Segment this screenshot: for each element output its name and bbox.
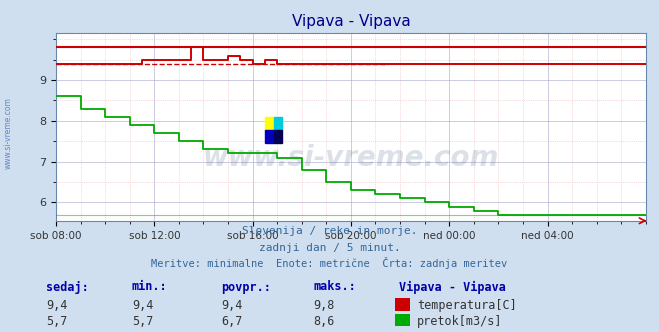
Text: maks.:: maks.: xyxy=(313,281,356,293)
Text: Meritve: minimalne  Enote: metrične  Črta: zadnja meritev: Meritve: minimalne Enote: metrične Črta:… xyxy=(152,257,507,269)
Text: 9,4: 9,4 xyxy=(46,299,67,312)
Title: Vipava - Vipava: Vipava - Vipava xyxy=(291,14,411,29)
Text: 8,6: 8,6 xyxy=(313,315,334,328)
Bar xyxy=(265,130,273,143)
Text: 5,7: 5,7 xyxy=(132,315,153,328)
Text: sedaj:: sedaj: xyxy=(46,281,89,293)
Text: Vipava - Vipava: Vipava - Vipava xyxy=(399,281,505,293)
Text: 6,7: 6,7 xyxy=(221,315,242,328)
Bar xyxy=(273,117,282,130)
Text: min.:: min.: xyxy=(132,281,167,293)
Text: www.si-vreme.com: www.si-vreme.com xyxy=(3,97,13,169)
Bar xyxy=(273,130,282,143)
Text: pretok[m3/s]: pretok[m3/s] xyxy=(417,315,503,328)
Bar xyxy=(265,117,273,130)
Text: 9,4: 9,4 xyxy=(132,299,153,312)
Text: 5,7: 5,7 xyxy=(46,315,67,328)
Text: temperatura[C]: temperatura[C] xyxy=(417,299,517,312)
Text: www.si-vreme.com: www.si-vreme.com xyxy=(203,143,499,172)
Text: zadnji dan / 5 minut.: zadnji dan / 5 minut. xyxy=(258,243,401,253)
Text: 9,4: 9,4 xyxy=(221,299,242,312)
Text: povpr.:: povpr.: xyxy=(221,281,271,293)
Text: Slovenija / reke in morje.: Slovenija / reke in morje. xyxy=(242,226,417,236)
Text: 9,8: 9,8 xyxy=(313,299,334,312)
